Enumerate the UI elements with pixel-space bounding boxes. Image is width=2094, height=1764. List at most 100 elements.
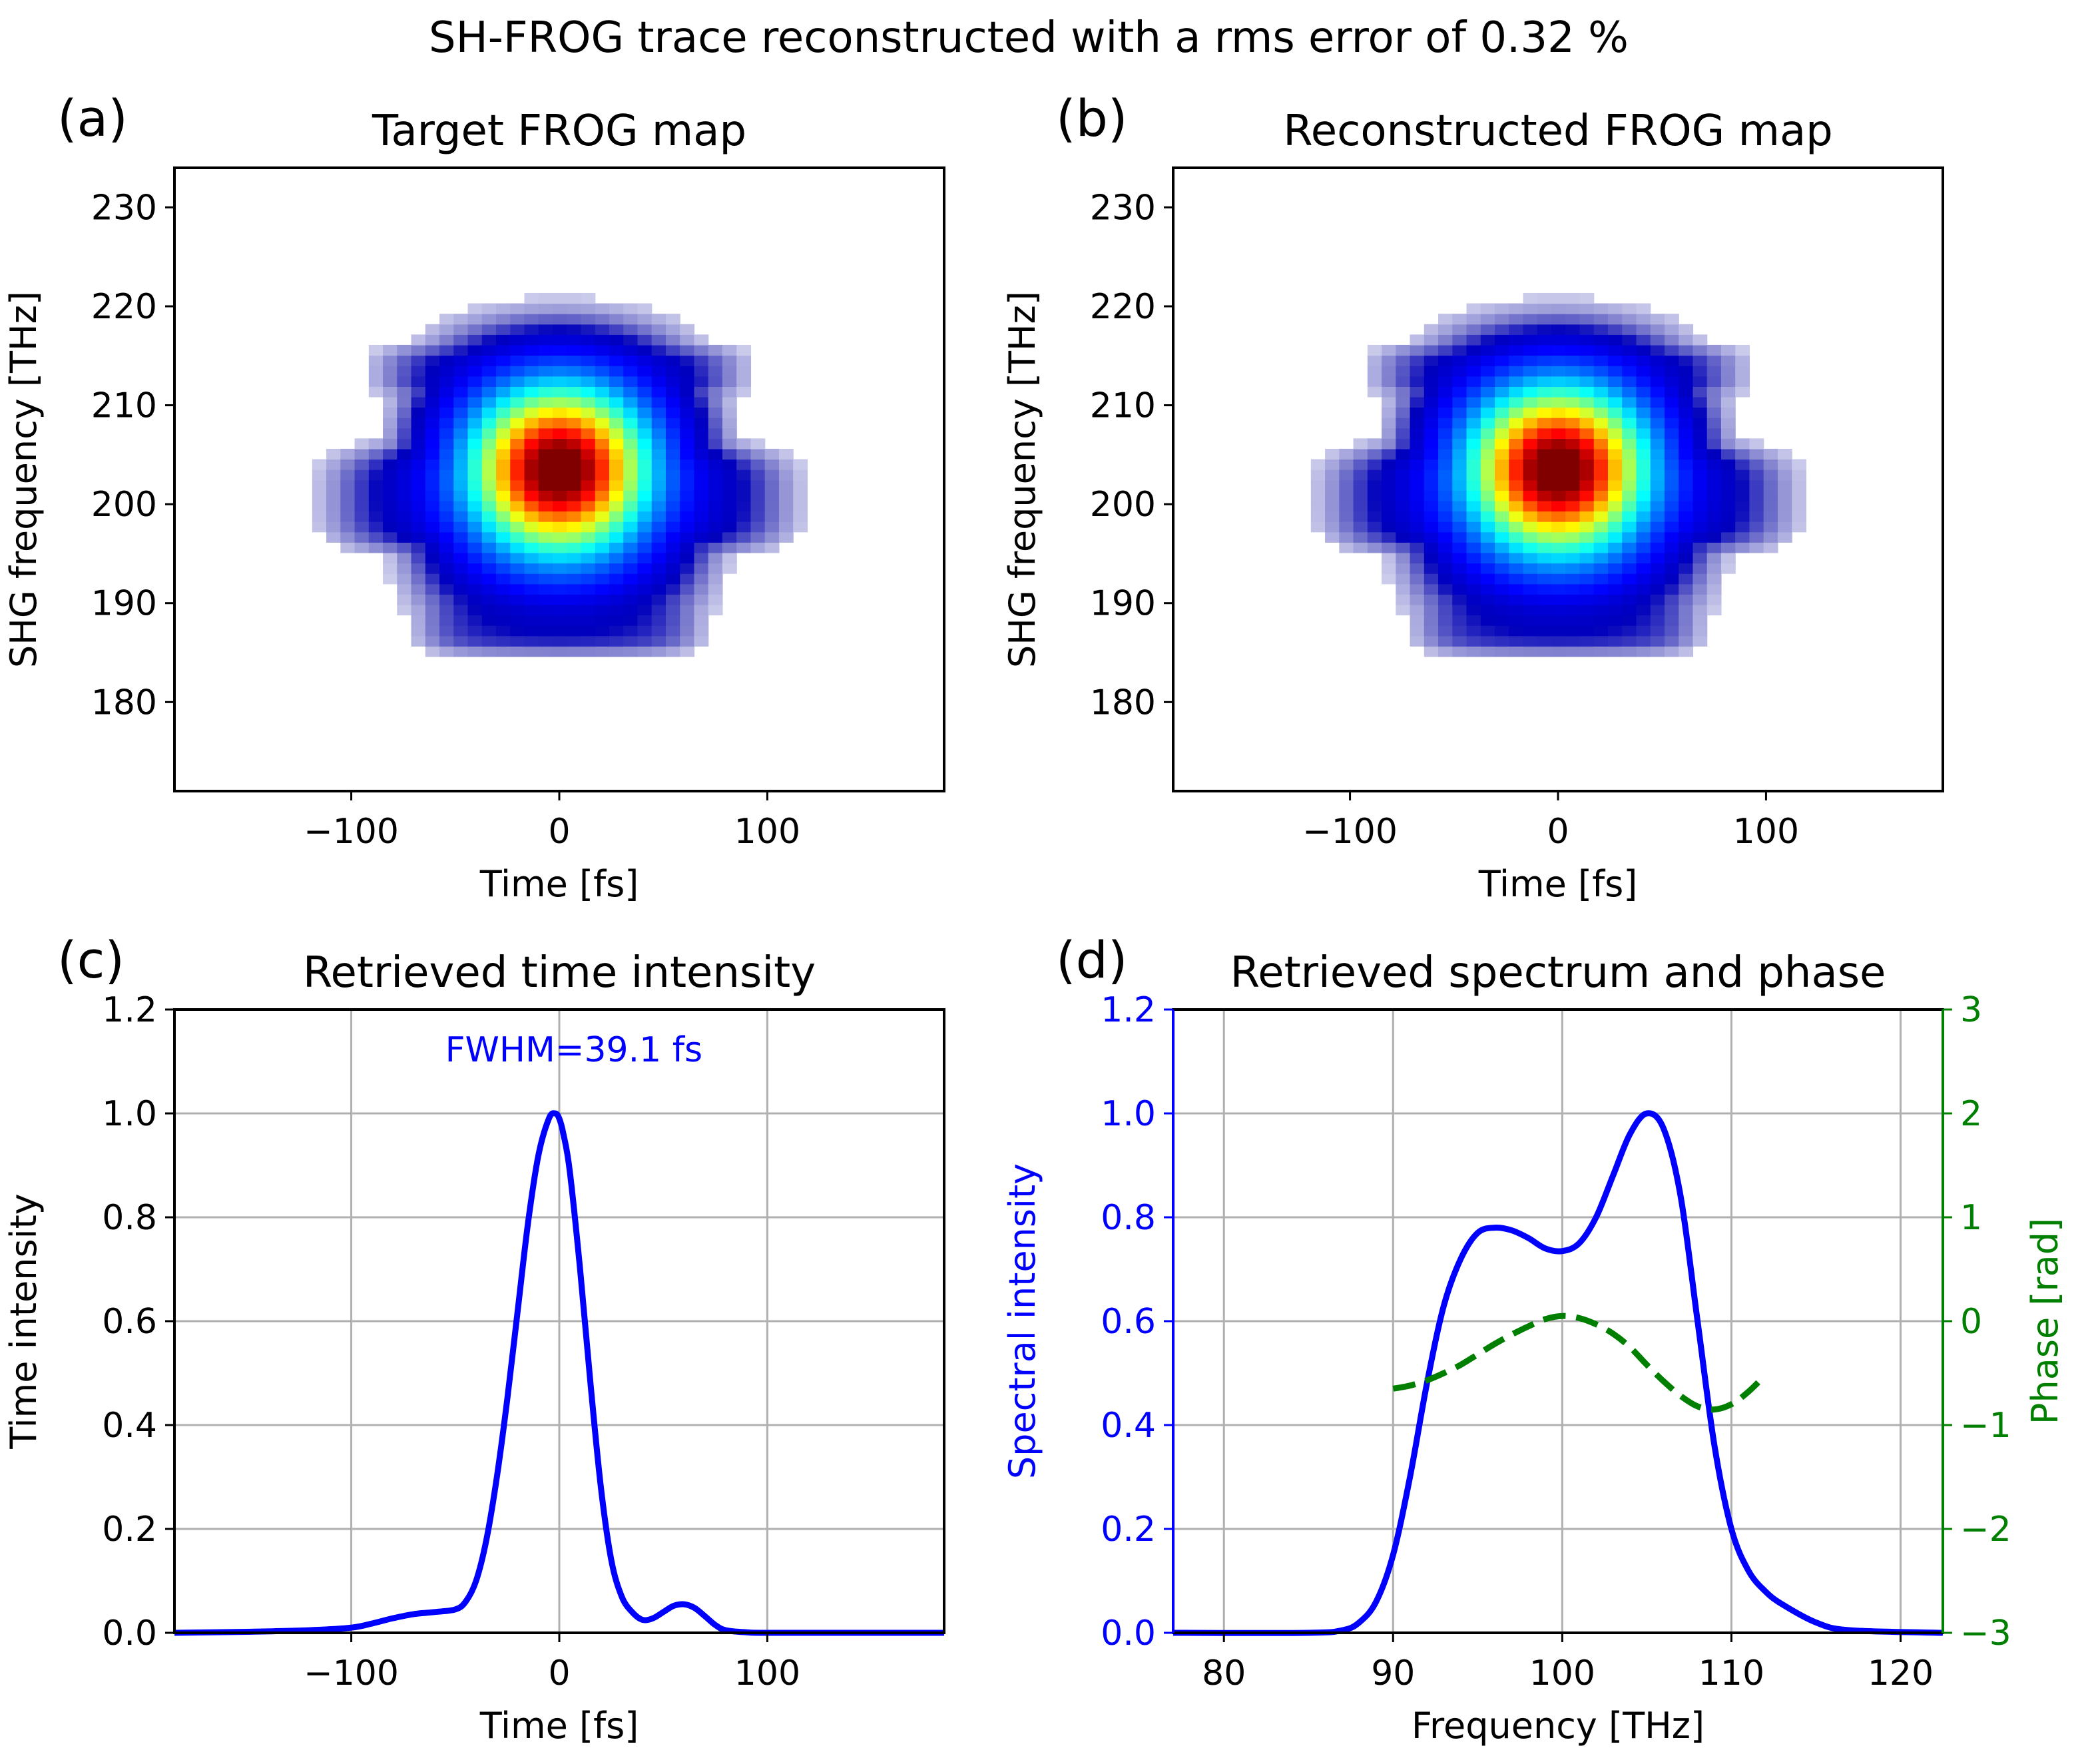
heatmap-cell: [439, 418, 454, 429]
heatmap-cell: [1509, 615, 1524, 626]
heatmap-cell: [1664, 563, 1679, 574]
heatmap-cell: [581, 563, 596, 574]
heatmap-cell: [1593, 552, 1609, 564]
heatmap-cell: [496, 573, 511, 585]
heatmap-cell: [1593, 459, 1609, 470]
heatmap-cell: [1367, 500, 1382, 512]
heatmap-cell: [1509, 479, 1524, 491]
heatmap-cell: [1438, 396, 1453, 408]
heatmap-cell: [496, 448, 511, 460]
heatmap-cell: [1424, 407, 1439, 418]
heatmap-cell: [1622, 396, 1637, 408]
heatmap-cell: [1777, 521, 1792, 533]
heatmap-cell: [1495, 511, 1509, 522]
heatmap-cell: [524, 511, 539, 522]
heatmap-cell: [1310, 500, 1326, 512]
x-tick-label: 0: [548, 812, 570, 852]
heatmap-cell: [1664, 314, 1679, 325]
heatmap-cell: [1495, 334, 1509, 346]
heatmap-cell: [1664, 531, 1679, 543]
heatmap-cell: [1579, 459, 1595, 470]
heatmap-cell: [1424, 615, 1439, 626]
heatmap-cell: [1523, 344, 1538, 356]
heatmap-cell: [1735, 459, 1750, 470]
heatmap-cell: [567, 479, 582, 491]
heatmap-cell: [1579, 418, 1595, 429]
heatmap-cell: [694, 625, 709, 637]
heatmap-cell: [481, 625, 497, 637]
heatmap-cell: [1607, 573, 1623, 585]
heatmap-cell: [1607, 303, 1623, 314]
heatmap-cell: [524, 531, 539, 543]
heatmap-cell: [1593, 563, 1609, 574]
heatmap-cell: [397, 573, 412, 585]
y-right-tick-label: 3: [1960, 990, 1982, 1030]
heatmap-cell: [609, 479, 624, 491]
heatmap-cell: [496, 635, 511, 647]
x-tick-label: 100: [1733, 812, 1799, 852]
y-right-tick-label: 2: [1960, 1094, 1982, 1134]
heatmap-cell: [1382, 418, 1396, 429]
heatmap-cell: [1706, 448, 1722, 460]
heatmap-cell: [467, 625, 483, 637]
heatmap-cell: [708, 531, 723, 543]
heatmap-cell: [538, 469, 553, 481]
heatmap-cell: [567, 355, 582, 366]
heatmap-cell: [1480, 428, 1495, 439]
heatmap-cell: [1565, 303, 1581, 314]
heatmap-cell: [609, 438, 624, 449]
heatmap-cell: [1650, 500, 1665, 512]
heatmap-cell: [764, 448, 780, 460]
heatmap-cell: [722, 563, 737, 574]
heatmap-cell: [1607, 625, 1623, 637]
heatmap-cell: [764, 531, 780, 543]
heatmap-cell: [595, 314, 610, 325]
heatmap-cell: [1579, 583, 1595, 595]
heatmap-cell: [1650, 615, 1665, 626]
heatmap-cell: [637, 552, 653, 564]
heatmap-cell: [1367, 344, 1382, 356]
heatmap-cell: [1622, 355, 1637, 366]
heatmap-cell: [1636, 552, 1651, 564]
heatmap-cell: [453, 396, 469, 408]
heatmap-cell: [1622, 615, 1637, 626]
heatmap-cell: [1396, 469, 1411, 481]
heatmap-cell: [354, 521, 370, 533]
heatmap-cell: [1593, 344, 1609, 356]
y-tick-label: 0.0: [102, 1614, 157, 1653]
heatmap-cell: [1551, 573, 1566, 585]
heatmap-cell: [524, 500, 539, 512]
heatmap-cell: [1495, 355, 1509, 366]
heatmap-cell: [510, 542, 525, 553]
heatmap-cell: [1480, 500, 1495, 512]
heatmap-cell: [453, 418, 469, 429]
heatmap-cell: [1438, 563, 1453, 574]
heatmap-cell: [694, 615, 709, 626]
heatmap-cell: [680, 604, 695, 616]
heatmap-cell: [1424, 355, 1439, 366]
heatmap-cell: [1706, 396, 1722, 408]
heatmap-cell: [1480, 594, 1495, 605]
heatmap-cell: [453, 366, 469, 377]
heatmap-cell: [609, 573, 624, 585]
heatmap-cell: [1339, 542, 1354, 553]
heatmap-cell: [553, 542, 567, 553]
heatmap-cell: [538, 479, 553, 491]
heatmap-cell: [1452, 355, 1467, 366]
x-tick-label: −100: [304, 1653, 399, 1693]
heatmap-cell: [581, 334, 596, 346]
heatmap-cell: [623, 428, 639, 439]
heatmap-cell: [1495, 573, 1509, 585]
y-axis-label: SHG frequency [THz]: [3, 291, 45, 668]
heatmap-cell: [708, 459, 723, 470]
heatmap-cell: [609, 635, 624, 647]
heatmap-cell: [1523, 594, 1538, 605]
heatmap-cell: [1720, 469, 1736, 481]
heatmap-cell: [778, 479, 794, 491]
heatmap-cell: [1551, 511, 1566, 522]
heatmap-cell: [665, 521, 680, 533]
heatmap-cell: [467, 511, 483, 522]
heatmap-cell: [411, 355, 426, 366]
x-tick-label: −100: [1302, 812, 1398, 852]
heatmap-cell: [1693, 490, 1708, 501]
